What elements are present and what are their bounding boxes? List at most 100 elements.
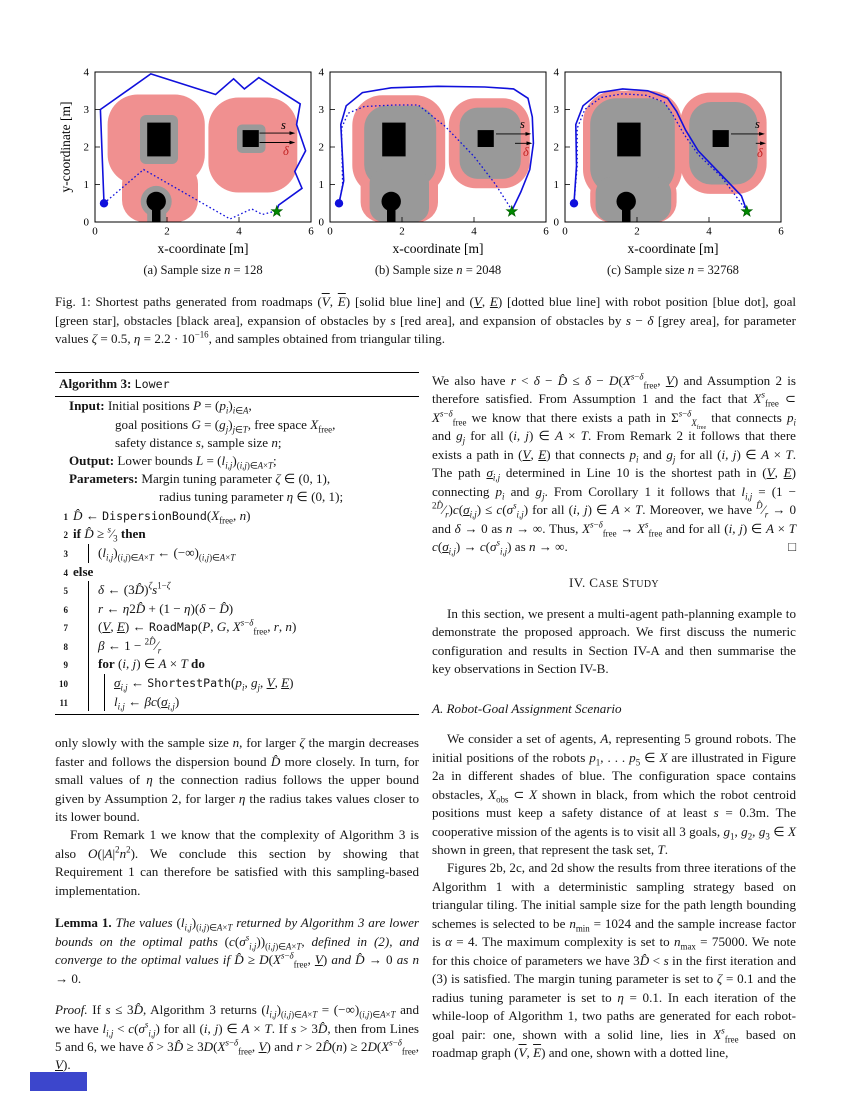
y-tick-label: 2 (554, 142, 560, 154)
algorithm-io-line: Input: Initial positions P = (pi)i∈A, (69, 398, 252, 417)
paragraph: Lemma 1. The values (li,j)(i,j)∈A×T retu… (55, 915, 420, 986)
paragraph: Figures 2b, 2c, and 2d show the results … (432, 860, 796, 1060)
algorithm-io-line: radius tuning parameter η ∈ (0, 1); (159, 488, 344, 504)
algorithm-step-10: 10 σi,j ← ShortestPath(pi, gj, V, E) (55, 674, 419, 693)
left-column: Algorithm 3: Lower Input: Initial positi… (55, 372, 419, 1075)
algorithm-bottom-rule (55, 714, 419, 716)
x-tick-label: 4 (706, 226, 712, 238)
obstacle-black (622, 203, 631, 222)
y-tick-label: 4 (319, 67, 325, 79)
x-tick-label: 6 (778, 226, 784, 238)
s-arrowhead (759, 132, 765, 136)
x-tick-label: 2 (634, 226, 640, 238)
paragraph: We also have r < δ − D̂ ≤ δ − D(Xs−δfree… (432, 371, 797, 557)
x-tick-label: 0 (92, 226, 98, 238)
algorithm-title-rule (55, 396, 419, 398)
algorithm-io-line: safety distance s, sample size n; (115, 434, 282, 450)
paragraph: We consider a set of agents, A, represen… (432, 731, 797, 857)
x-tick-label: 2 (164, 226, 170, 238)
delta-arrowhead (526, 141, 533, 146)
y-tick-label: 3 (554, 104, 560, 116)
algorithm-step-number: 7 (63, 623, 69, 634)
algorithm-step-number: 6 (63, 604, 69, 615)
algorithm-io: Input: Initial positions P = (pi)i∈A, goa… (55, 397, 419, 505)
right-column-text: We also have r < δ − D̂ ≤ δ − D(Xs−δfree… (432, 372, 796, 1062)
s-arrowhead (525, 132, 532, 136)
x-tick-label: 6 (543, 226, 549, 238)
left-column-text: only slowly with the sample size n, for … (55, 734, 419, 1075)
algorithm-step-number: 3 (63, 548, 69, 559)
algorithm-step-number: 11 (59, 697, 68, 708)
subplot-b: sδ 0 2 4 6 0 1 2 3 4 x-coordinate [m] (319, 67, 550, 257)
obstacle-black (387, 203, 396, 222)
robot-position-dot (334, 199, 344, 208)
subheading: A. Robot-Goal Assignment Scenario (432, 700, 622, 716)
paragraph: In this section, we present a multi-agen… (432, 605, 796, 677)
axes-frame (329, 71, 547, 223)
axes-frame (564, 71, 782, 223)
subplot-a-caption: (a) Sample size n = 128 (143, 263, 263, 277)
y-tick-label: 0 (84, 217, 90, 229)
solid-path (573, 88, 748, 212)
obstacle-black (242, 130, 259, 147)
paragraph: From Remark 1 we know that the complexit… (55, 827, 419, 898)
y-axis-label: y-coordinate [m] (58, 101, 73, 192)
subplot-b-caption: (b) Sample size n = 2048 (374, 263, 502, 277)
algorithm-step-11: 11 li,j ← βc(σi,j) (55, 692, 419, 712)
paragraph: Proof. If s ≤ 3D̂, Algorithm 3 returns (… (55, 1002, 420, 1073)
subplot-c: s δ 0 2 4 6 0 1 2 3 4 x-coordinate [m] (554, 67, 785, 257)
y-tick-label: 4 (554, 67, 560, 79)
y-tick-label: 3 (319, 104, 325, 116)
x-tick-label: 2 (399, 226, 405, 238)
y-tick-label: 0 (554, 217, 560, 229)
obstacle-black (617, 122, 641, 157)
algorithm-step-number: 10 (59, 679, 68, 690)
expansion-s-delta-grey (369, 169, 429, 222)
robot-position-dot (569, 199, 579, 208)
y-tick-label: 1 (84, 179, 90, 191)
goal-star (270, 204, 284, 217)
delta-label: δ (283, 144, 289, 158)
robot-position-dot (99, 199, 109, 208)
body-columns: Algorithm 3: Lower Input: Initial positi… (55, 372, 796, 1075)
figure1-caption: Fig. 1: Shortest paths generated from ro… (55, 294, 797, 347)
x-tick-label: 6 (308, 226, 314, 238)
algorithm-step-2: 2 if D̂ ≥ s⁄3 then (55, 525, 419, 544)
s-arrowhead (289, 131, 296, 135)
s-label: s (520, 117, 525, 131)
algorithm-step-number: 2 (63, 530, 69, 541)
y-tick-label: 2 (319, 142, 325, 154)
algorithm-step-number: 8 (63, 641, 69, 652)
algorithm-step-3: 3 (li,j)(i,j)∈A×T ← (−∞)(i,j)∈A×T (55, 543, 419, 563)
algorithm-step-9: 9 for (i, j) ∈ A × T do (55, 655, 419, 675)
algorithm-top-rule (55, 372, 419, 373)
dotted-path (573, 93, 748, 212)
algorithm-step-1: 1 D̂ ← DispersionBound(Xfree, n) (55, 507, 419, 526)
obstacle-black (381, 191, 401, 212)
algorithm-step-number: 9 (63, 660, 69, 671)
algorithm-io-line: goal positions G = (gj)j∈T, free space X… (115, 416, 336, 435)
x-axis-label: x-coordinate [m] (627, 241, 718, 256)
s-label: s (281, 118, 286, 132)
axes-frame (94, 71, 312, 223)
algorithm-step-number: 4 (63, 567, 69, 578)
delta-arrowhead (760, 141, 766, 146)
y-tick-label: 3 (84, 104, 90, 116)
algorithm-step-7: 7 (V, E) ← RoadMap(P, G, Xs−δfree, r, n) (55, 618, 419, 637)
obstacle-black (152, 203, 161, 222)
solid-path (99, 73, 307, 212)
x-tick-label: 4 (236, 226, 242, 238)
algorithm-steps: 1 D̂ ← DispersionBound(Xfree, n) 2 if D̂ ≥ … (55, 507, 419, 714)
solid-path (338, 85, 535, 212)
x-tick-label: 4 (471, 226, 477, 238)
goal-star (505, 204, 519, 217)
y-tick-label: 0 (319, 217, 325, 229)
y-tick-label: 1 (319, 179, 325, 191)
algorithm-io-line: Output: Lower bounds L = (li,j)(i,j)∈A×T… (69, 452, 277, 471)
x-axis-label: x-coordinate [m] (392, 241, 483, 256)
subplot-c-caption: (c) Sample size n = 32768 (607, 263, 739, 277)
